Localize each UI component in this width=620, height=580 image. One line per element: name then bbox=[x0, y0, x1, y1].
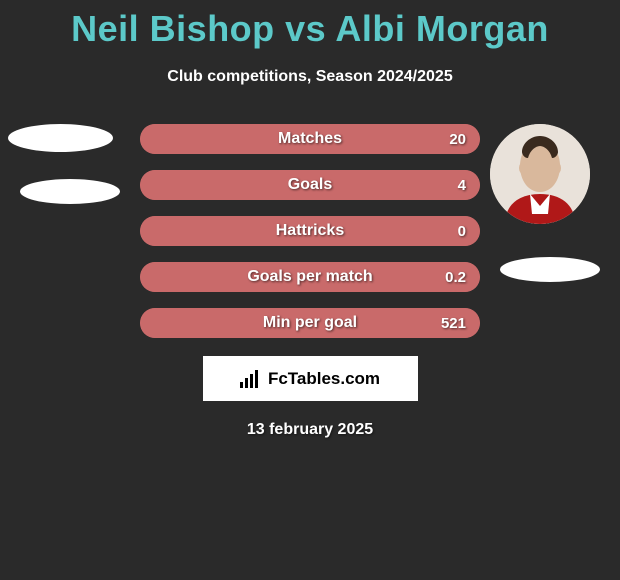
stat-value-right: 20 bbox=[449, 124, 466, 154]
stat-bar: Matches20 bbox=[140, 124, 480, 154]
stat-label: Goals per match bbox=[140, 262, 480, 292]
stat-row: Min per goal521 bbox=[0, 308, 620, 338]
stat-row: Hattricks0 bbox=[0, 216, 620, 246]
stat-bar: Min per goal521 bbox=[140, 308, 480, 338]
stat-row: Goals4 bbox=[0, 170, 620, 200]
stat-value-right: 4 bbox=[458, 170, 466, 200]
stat-value-right: 521 bbox=[441, 308, 466, 338]
stat-row: Matches20 bbox=[0, 124, 620, 154]
bar-chart-icon bbox=[240, 370, 262, 388]
stat-value-right: 0.2 bbox=[445, 262, 466, 292]
stat-label: Matches bbox=[140, 124, 480, 154]
stat-row: Goals per match0.2 bbox=[0, 262, 620, 292]
date-text: 13 february 2025 bbox=[0, 421, 620, 439]
stat-bar: Goals per match0.2 bbox=[140, 262, 480, 292]
stat-label: Min per goal bbox=[140, 308, 480, 338]
stat-label: Goals bbox=[140, 170, 480, 200]
branding-text: FcTables.com bbox=[268, 369, 380, 389]
subtitle: Club competitions, Season 2024/2025 bbox=[0, 68, 620, 86]
stat-bar: Goals4 bbox=[140, 170, 480, 200]
branding-badge: FcTables.com bbox=[203, 356, 418, 401]
stat-label: Hattricks bbox=[140, 216, 480, 246]
stats-area: Matches20 Goals4 Hattricks0 Goals per match… bbox=[0, 124, 620, 338]
stat-bar: Hattricks0 bbox=[140, 216, 480, 246]
page-title: Neil Bishop vs Albi Morgan bbox=[0, 0, 620, 50]
stat-value-right: 0 bbox=[458, 216, 466, 246]
comparison-card: Neil Bishop vs Albi Morgan Club competit… bbox=[0, 0, 620, 439]
